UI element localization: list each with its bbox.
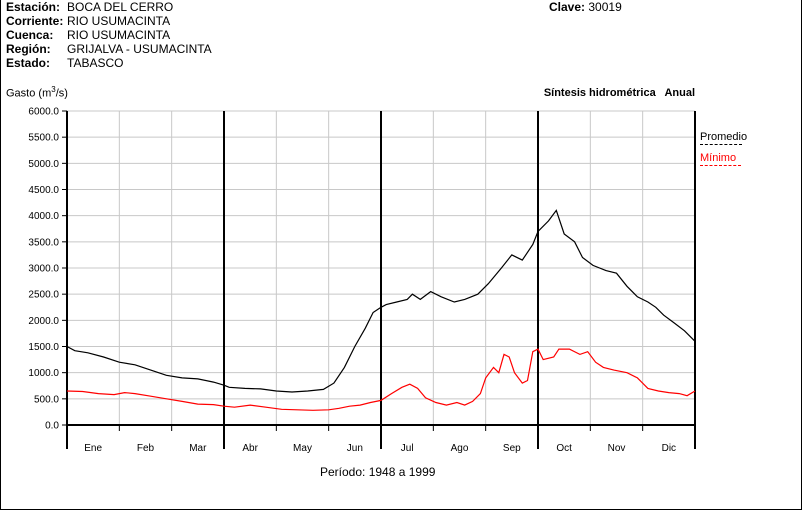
chart-title: Síntesis hidrométrica Anual	[543, 87, 695, 99]
y-tick-label: 6000.0	[28, 107, 59, 118]
info-row-state: Estado: TABASCO	[6, 56, 212, 70]
info-value: TABASCO	[67, 56, 124, 70]
y-tick-label: 5000.0	[28, 159, 59, 170]
y-axis-label-text: Gasto (m	[6, 87, 52, 100]
legend-label: Mínimo	[700, 152, 737, 164]
x-tick-label: Feb	[137, 443, 155, 454]
y-tick-label: 1500.0	[28, 342, 59, 353]
x-tick-label: Jun	[347, 443, 363, 454]
x-tick-label: Jul	[401, 443, 414, 454]
code-label: Clave:	[549, 0, 586, 14]
y-tick-label: 2000.0	[28, 316, 59, 327]
info-value: GRIJALVA - USUMACINTA	[67, 42, 212, 56]
info-row-station: Estación: BOCA DEL CERRO	[6, 0, 212, 14]
y-tick-label: 4000.0	[28, 211, 59, 222]
info-value: RIO USUMACINTA	[67, 28, 171, 42]
y-tick-label: 4500.0	[28, 185, 59, 196]
station-code: Clave: 30019	[549, 0, 622, 14]
y-tick-label: 5500.0	[28, 133, 59, 144]
series-line-minimo	[66, 348, 696, 411]
y-tick-label: 1000.0	[28, 368, 59, 379]
x-tick-label: May	[293, 443, 312, 454]
info-row-river: Corriente: RIO USUMACINTA	[6, 14, 212, 28]
y-tick-label: 3500.0	[28, 237, 59, 248]
legend-item-promedio: Promedio	[700, 131, 747, 145]
series-line-promedio	[66, 209, 696, 393]
info-label: Corriente:	[6, 14, 64, 28]
legend-item-minimo: Mínimo	[700, 152, 741, 166]
y-axis-label-unit: /s)	[55, 87, 68, 100]
x-tick-label: Oct	[556, 443, 572, 454]
y-tick-label: 0.0	[45, 421, 59, 432]
x-tick-label: Abr	[242, 443, 258, 454]
info-label: Cuenca:	[6, 28, 54, 42]
code-value: 30019	[588, 0, 622, 14]
station-info: Estación: BOCA DEL CERRO Corriente: RIO …	[6, 0, 212, 70]
info-value: RIO USUMACINTA	[67, 14, 171, 28]
legend-label: Promedio	[700, 131, 748, 143]
x-tick-label: Sep	[503, 443, 521, 454]
y-tick-label: 500.0	[34, 394, 59, 405]
info-row-basin: Cuenca: RIO USUMACINTA	[6, 28, 212, 42]
x-tick-label: Ene	[84, 443, 102, 454]
legend-swatch	[700, 165, 741, 166]
x-tick-label: Nov	[608, 443, 626, 454]
y-tick-label: 2500.0	[28, 290, 59, 301]
info-label: Estado:	[6, 56, 51, 70]
legend-swatch	[700, 144, 742, 145]
info-label: Estación:	[6, 0, 61, 14]
y-tick-label: 3000.0	[28, 264, 59, 275]
x-tick-label: Ago	[451, 443, 469, 454]
x-tick-label: Mar	[189, 443, 207, 454]
x-tick-label: Dic	[662, 443, 676, 454]
y-axis-label-superscript: 3	[51, 85, 56, 94]
info-label: Región:	[6, 42, 51, 56]
period-label: Período: 1948 a 1999	[320, 465, 436, 479]
y-axis-label: Gasto (m3/s)	[6, 85, 68, 100]
info-row-region: Región: GRIJALVA - USUMACINTA	[6, 42, 212, 56]
info-value: BOCA DEL CERRO	[67, 0, 174, 14]
